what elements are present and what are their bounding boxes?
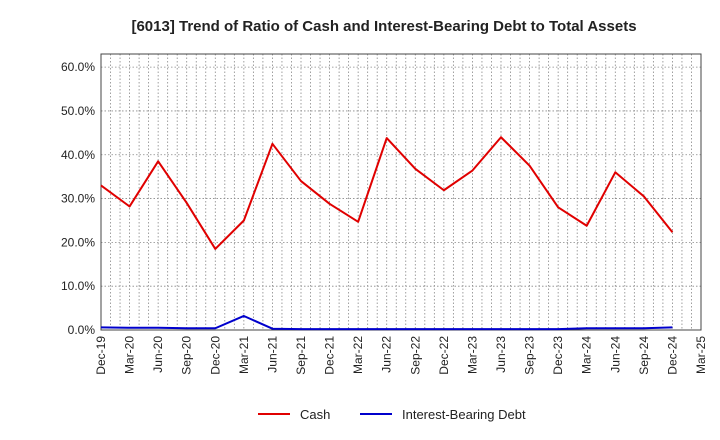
y-tick-label: 60.0% [61, 60, 95, 74]
x-tick-label: Sep-21 [294, 336, 308, 375]
y-tick-label: 40.0% [61, 148, 95, 162]
x-tick-label: Jun-22 [380, 336, 394, 373]
x-tick-label: Dec-20 [208, 336, 222, 375]
series-line-interest-bearing-debt [100, 314, 673, 331]
y-tick-label: 10.0% [61, 279, 95, 293]
x-tick-label: Mar-25 [694, 336, 708, 374]
x-tick-label: Dec-19 [94, 336, 108, 375]
x-tick-label: Jun-24 [608, 336, 622, 373]
y-tick-label: 20.0% [61, 235, 95, 249]
y-tick-label: 30.0% [61, 192, 95, 206]
x-tick-label: Mar-20 [123, 336, 137, 374]
x-tick-label: Mar-23 [465, 336, 479, 374]
x-tick-label: Jun-20 [151, 336, 165, 373]
legend-label: Cash [300, 407, 330, 422]
chart-title: [6013] Trend of Ratio of Cash and Intere… [131, 18, 636, 35]
series-line-cash [100, 136, 674, 250]
x-tick-label: Mar-22 [351, 336, 365, 374]
x-tick-label: Dec-24 [665, 336, 679, 375]
series-group [100, 136, 674, 331]
x-tick-label: Jun-21 [265, 336, 279, 373]
x-tick-label: Sep-24 [637, 336, 651, 375]
x-tick-label: Sep-23 [523, 336, 537, 375]
plot-frame [100, 53, 702, 331]
legend-label: Interest-Bearing Debt [402, 407, 526, 422]
x-tick-label: Sep-20 [180, 336, 194, 375]
x-tick-label: Jun-23 [494, 336, 508, 373]
x-tick-label: Mar-24 [580, 336, 594, 374]
x-tick-label: Sep-22 [408, 336, 422, 375]
x-axis-ticks: Dec-19 Mar-20 Jun-20 Sep-20 Dec-20 Mar-21 Jun-… [94, 336, 708, 375]
grid [101, 54, 701, 330]
x-tick-label: Dec-22 [437, 336, 451, 375]
y-axis-ticks: 0.0% 10.0% 20.0% 30.0% 40.0% 50.0% 60.0% [61, 60, 95, 337]
y-tick-label: 0.0% [68, 323, 96, 337]
x-tick-label: Mar-21 [237, 336, 251, 374]
x-tick-label: Dec-23 [551, 336, 565, 375]
legend: Cash Interest-Bearing Debt [258, 407, 526, 422]
y-tick-label: 50.0% [61, 104, 95, 118]
x-tick-label: Dec-21 [323, 336, 337, 375]
